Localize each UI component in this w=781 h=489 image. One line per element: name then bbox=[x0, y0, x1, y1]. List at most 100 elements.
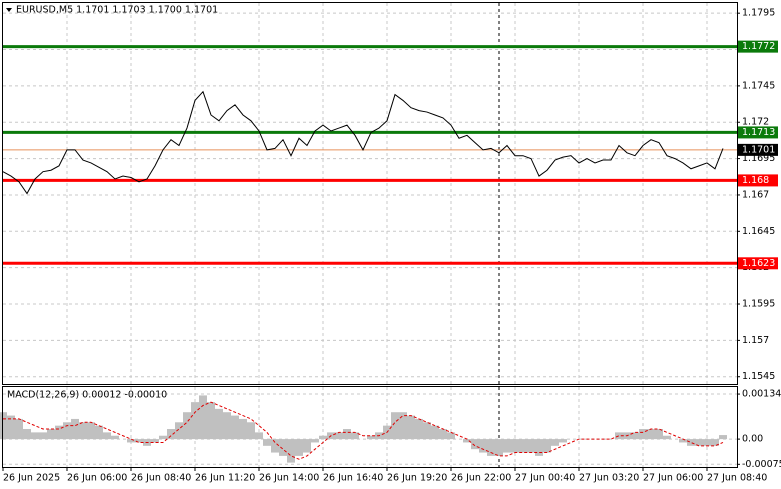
x-tick-label: 26 Jun 14:00 bbox=[259, 473, 319, 484]
macd-bar bbox=[159, 435, 167, 440]
macd-bar bbox=[687, 439, 695, 446]
macd-bar bbox=[663, 435, 671, 440]
macd-bar bbox=[279, 439, 287, 456]
macd-bar bbox=[551, 439, 559, 446]
macd-bar bbox=[151, 439, 159, 443]
macd-bar bbox=[87, 422, 95, 440]
macd-bar bbox=[703, 439, 711, 446]
macd-bar bbox=[423, 422, 431, 440]
current-price-label: 1.1701 bbox=[742, 144, 775, 155]
level-label: 1.1713 bbox=[742, 127, 775, 138]
macd-bar bbox=[639, 429, 647, 440]
macd-bar bbox=[655, 429, 663, 440]
y-tick-label: 1.1645 bbox=[742, 226, 775, 237]
macd-bar bbox=[95, 425, 103, 440]
x-tick-label: 26 Jun 06:00 bbox=[67, 473, 127, 484]
macd-bar bbox=[535, 439, 543, 456]
macd-bar bbox=[695, 439, 703, 446]
macd-bar bbox=[647, 429, 655, 440]
macd-bar bbox=[631, 432, 639, 440]
macd-bar bbox=[471, 439, 479, 450]
macd-bar bbox=[63, 422, 71, 440]
macd-bar bbox=[511, 439, 519, 453]
level-label: 1.1772 bbox=[742, 41, 775, 52]
x-tick-label: 26 Jun 08:40 bbox=[131, 473, 191, 484]
macd-bar bbox=[167, 429, 175, 440]
macd-bar bbox=[335, 432, 343, 440]
label-layer: 26 Jun 2025 26 Jun 06:00 26 Jun 08:40 26 Ju… bbox=[2, 8, 781, 484]
macd-bar bbox=[447, 432, 455, 440]
macd-bar bbox=[175, 422, 183, 440]
signal-line bbox=[3, 401, 724, 460]
macd-bar bbox=[127, 439, 135, 443]
y-tick-label: 1.1595 bbox=[742, 299, 775, 310]
mark-layer bbox=[0, 45, 737, 463]
macd-bar bbox=[495, 439, 503, 456]
macd-bar bbox=[487, 439, 495, 456]
macd-bar bbox=[615, 432, 623, 440]
macd-bar bbox=[15, 418, 23, 440]
level-label-box bbox=[738, 40, 778, 53]
macd-bar bbox=[0, 412, 7, 440]
macd-bar bbox=[527, 439, 535, 453]
macd-bar bbox=[263, 439, 271, 446]
macd-bar bbox=[711, 439, 719, 446]
x-tick-label: 26 Jun 19:20 bbox=[387, 473, 447, 484]
x-tick-label: 26 Jun 22:00 bbox=[451, 473, 511, 484]
y-tick-label: 1.157 bbox=[742, 335, 769, 346]
menu-triangle bbox=[6, 8, 12, 12]
current-price-box bbox=[738, 143, 778, 156]
macd-bar bbox=[319, 435, 327, 440]
macd-bar bbox=[47, 429, 55, 440]
macd-bar bbox=[367, 435, 375, 440]
macd-bar bbox=[287, 439, 295, 463]
macd-bar bbox=[391, 412, 399, 440]
level-label: 1.1623 bbox=[742, 258, 775, 269]
macd-bar bbox=[207, 402, 215, 440]
macd-bar bbox=[255, 432, 263, 440]
macd-pane-frame bbox=[2, 386, 738, 468]
macd-bar bbox=[103, 432, 111, 440]
macd-bar bbox=[135, 439, 143, 443]
macd-bar bbox=[463, 439, 471, 443]
macd-bar bbox=[183, 412, 191, 440]
macd-bar bbox=[439, 429, 447, 440]
y-tick-label: 1.1745 bbox=[742, 80, 775, 91]
x-tick-label: 26 Jun 16:40 bbox=[323, 473, 383, 484]
y-tick-label: 0.00 bbox=[742, 434, 763, 445]
macd-bar bbox=[215, 408, 223, 440]
y-tick-label: 1.1545 bbox=[742, 371, 775, 382]
macd-bar bbox=[199, 395, 207, 440]
macd-bar bbox=[231, 415, 239, 440]
x-tick-label: 27 Jun 06:00 bbox=[643, 473, 703, 484]
macd-bar bbox=[271, 439, 279, 453]
macd-bar bbox=[719, 435, 727, 440]
macd-bar bbox=[295, 439, 303, 456]
level-label-box bbox=[738, 257, 778, 270]
macd-title: MACD(12,26,9) 0.00012 -0.00010 bbox=[7, 390, 167, 401]
macd-bar bbox=[343, 429, 351, 440]
macd-bar bbox=[23, 429, 31, 440]
price-title: EURUSD,M5 1.1701 1.1703 1.1700 1.1701 bbox=[16, 5, 218, 16]
macd-bar bbox=[559, 439, 567, 443]
level-label: 1.168 bbox=[742, 175, 769, 186]
y-tick-label: 1.1695 bbox=[742, 153, 775, 164]
macd-bar bbox=[191, 402, 199, 440]
macd-bar bbox=[431, 425, 439, 440]
macd-bar bbox=[111, 435, 119, 440]
macd-bar bbox=[543, 439, 551, 453]
level-label-box bbox=[738, 126, 778, 139]
y-tick-label: 1.167 bbox=[742, 189, 769, 200]
y-tick-label: 1.1795 bbox=[742, 8, 775, 19]
macd-bar bbox=[39, 432, 47, 440]
x-tick-label: 26 Jun 11:20 bbox=[195, 473, 255, 484]
macd-bar bbox=[311, 439, 319, 443]
macd-bar bbox=[247, 422, 255, 440]
y-tick-label: 0.00134 bbox=[742, 389, 781, 400]
macd-bar bbox=[7, 415, 15, 440]
x-tick-label: 27 Jun 08:40 bbox=[707, 473, 767, 484]
macd-bar bbox=[31, 432, 39, 440]
macd-bar bbox=[223, 412, 231, 440]
